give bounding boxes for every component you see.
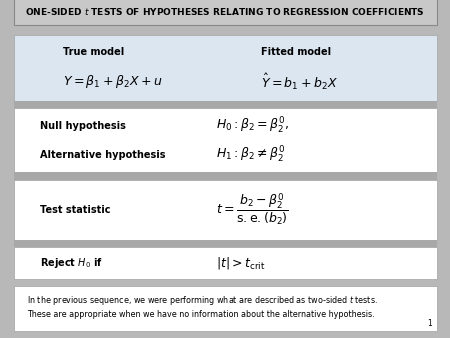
FancyBboxPatch shape: [14, 172, 436, 180]
Text: $H_0 : \beta_2 = \beta_2^0,$: $H_0 : \beta_2 = \beta_2^0,$: [216, 116, 289, 136]
Text: True model: True model: [63, 47, 124, 56]
Text: $|t| > t_{\mathrm{crit}}$: $|t| > t_{\mathrm{crit}}$: [216, 255, 266, 271]
Text: Null hypothesis: Null hypothesis: [40, 121, 126, 131]
Text: Alternative hypothesis: Alternative hypothesis: [40, 150, 166, 160]
FancyBboxPatch shape: [14, 247, 436, 279]
Text: Reject $H_0$ if: Reject $H_0$ if: [40, 256, 104, 270]
Text: Fitted model: Fitted model: [261, 47, 331, 56]
FancyBboxPatch shape: [14, 240, 436, 247]
FancyBboxPatch shape: [14, 35, 436, 101]
FancyBboxPatch shape: [14, 180, 436, 240]
Text: Test statistic: Test statistic: [40, 205, 111, 215]
Text: $\hat{Y} = b_1 + b_2 X$: $\hat{Y} = b_1 + b_2 X$: [261, 72, 338, 92]
Text: In the previous sequence, we were performing what are described as two-sided $t$: In the previous sequence, we were perfor…: [27, 294, 378, 308]
Text: $t = \dfrac{b_2 - \beta_2^0}{\mathrm{s.e.}(b_2)}$: $t = \dfrac{b_2 - \beta_2^0}{\mathrm{s.e…: [216, 192, 289, 228]
FancyBboxPatch shape: [14, 101, 436, 109]
FancyBboxPatch shape: [14, 286, 436, 331]
Text: 1: 1: [427, 319, 432, 328]
Text: $H_1 : \beta_2 \neq \beta_2^0$: $H_1 : \beta_2 \neq \beta_2^0$: [216, 145, 286, 165]
Text: ONE-SIDED $t$ TESTS OF HYPOTHESES RELATING TO REGRESSION COEFFICIENTS: ONE-SIDED $t$ TESTS OF HYPOTHESES RELATI…: [25, 6, 425, 17]
Text: These are appropriate when we have no information about the alternative hypothes: These are appropriate when we have no in…: [27, 310, 374, 319]
FancyBboxPatch shape: [14, 0, 436, 25]
Text: $Y = \beta_1 + \beta_2 X + u$: $Y = \beta_1 + \beta_2 X + u$: [63, 73, 162, 91]
FancyBboxPatch shape: [14, 108, 436, 172]
